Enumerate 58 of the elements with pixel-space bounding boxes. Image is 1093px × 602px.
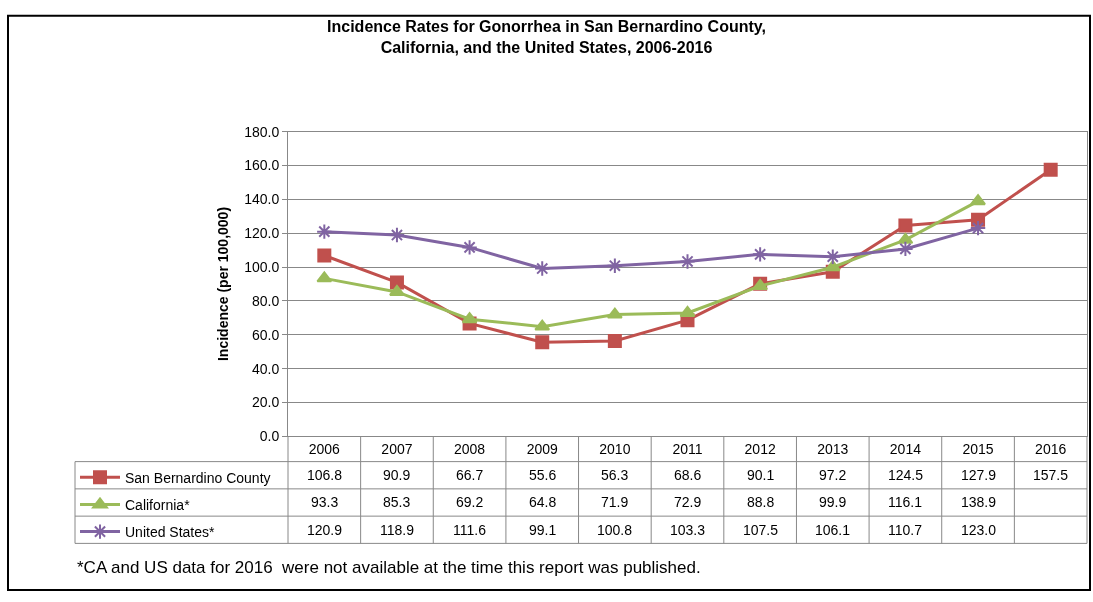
legend-label: United States* [125, 524, 216, 541]
y-tick-label: 40.0 [251, 360, 280, 377]
x-tick-label: 2011 [672, 441, 703, 458]
data-label: 120.9 [307, 522, 343, 538]
y-tick-label: 0.0 [259, 428, 280, 445]
x-tick-label: 2006 [308, 441, 341, 458]
x-tick-label: 2008 [454, 441, 486, 458]
legend-label: San Bernardino County [125, 469, 271, 486]
x-tick-label: 2007 [381, 441, 413, 458]
data-label: 90.9 [383, 467, 411, 483]
data-label: 110.7 [888, 522, 923, 538]
text: *CA and US data for 2016 were not available at the time this report was published. [77, 558, 701, 577]
data-label: 99.1 [529, 522, 557, 538]
data-label: 157.5 [1033, 467, 1069, 483]
data-label: 69.2 [456, 494, 484, 510]
y-tick-label: 160.0 [244, 157, 280, 174]
data-label: 107.5 [743, 522, 779, 538]
x-tick-label: 2013 [817, 441, 849, 458]
data-label: 97.2 [819, 467, 847, 483]
data-label: 55.6 [529, 467, 557, 483]
data-label: 88.8 [747, 494, 775, 510]
data-label: 56.3 [601, 467, 629, 483]
data-label: 103.3 [670, 522, 706, 538]
data-label: 93.3 [311, 494, 339, 510]
data-label: 111.6 [453, 522, 487, 538]
data-label: 90.1 [747, 467, 775, 483]
data-label: 138.9 [961, 494, 997, 510]
data-label: 85.3 [383, 494, 411, 510]
data-label: 99.9 [819, 494, 847, 510]
data-label: 127.9 [961, 467, 997, 483]
y-tick-label: 180.0 [244, 123, 280, 140]
chart-title: Incidence Rates for Gonorrhea in San Bernardino County, California, and the United States, 2006-2016 [327, 18, 766, 56]
y-tick-label: 100.0 [244, 258, 280, 275]
y-axis-title: Incidence (per 100,000) [214, 206, 231, 361]
data-label: 66.7 [456, 467, 484, 483]
data-label: 124.5 [888, 467, 924, 483]
y-tick-label: 80.0 [251, 292, 280, 309]
data-label: 106.8 [307, 467, 343, 483]
data-label: 123.0 [961, 522, 997, 538]
y-tick-label: 60.0 [251, 326, 280, 343]
x-tick-label: 2012 [744, 441, 776, 458]
data-label: 116.1 [888, 494, 923, 510]
data-label: 71.9 [601, 494, 629, 510]
x-tick-label: 2014 [889, 441, 922, 458]
y-tick-label: 140.0 [244, 191, 280, 208]
x-tick-label: 2009 [526, 441, 559, 458]
data-label: 118.9 [380, 522, 415, 538]
y-tick-label: 120.0 [244, 225, 280, 242]
x-tick-label: 2016 [1035, 441, 1067, 458]
legend-label: California* [125, 496, 191, 513]
data-label: 64.8 [529, 494, 557, 510]
y-tick-label: 20.0 [251, 394, 280, 411]
x-tick-label: 2015 [962, 441, 994, 458]
x-tick-label: 2010 [599, 441, 631, 458]
data-label: 100.8 [597, 522, 633, 538]
data-label: 68.6 [674, 467, 702, 483]
data-label: 106.1 [815, 522, 851, 538]
data-label: 72.9 [674, 494, 702, 510]
